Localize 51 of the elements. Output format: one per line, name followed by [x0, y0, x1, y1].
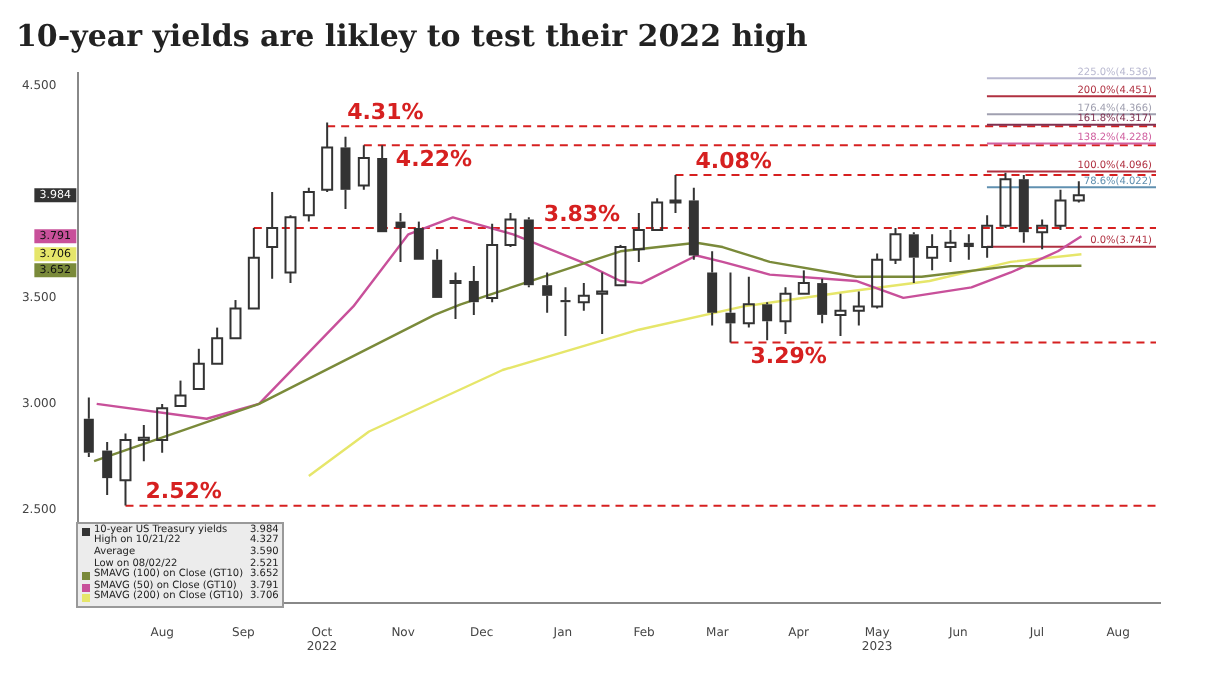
- candlestick: [119, 432, 132, 507]
- candlestick: [762, 301, 773, 342]
- ref-line-label: 4.31%: [347, 98, 424, 125]
- candlestick: [834, 292, 847, 338]
- candlestick: [192, 347, 205, 391]
- candlestick: [432, 248, 443, 298]
- candlestick: [395, 212, 406, 263]
- candlestick: [1018, 173, 1029, 244]
- candlestick: [651, 197, 664, 232]
- candlestick: [852, 290, 865, 327]
- ref-line-label: 4.08%: [695, 147, 772, 174]
- candlestick: [688, 186, 699, 261]
- ref-line-label: 3.83%: [543, 200, 621, 227]
- ref-line-label: 3.29%: [750, 343, 827, 370]
- candlestick: [596, 271, 609, 335]
- candlestick: [577, 282, 590, 312]
- candlestick: [669, 173, 682, 215]
- candlestick: [247, 226, 260, 310]
- candlestick: [725, 271, 736, 344]
- candlestick: [742, 275, 755, 329]
- candlestick: [486, 222, 499, 304]
- candlestick: [321, 121, 334, 193]
- candlestick: [871, 252, 884, 310]
- candlestick: [908, 231, 919, 285]
- candlestick: [449, 271, 462, 321]
- candlestick: [926, 233, 939, 272]
- candlestick: [1072, 180, 1085, 204]
- candlestick: [1036, 218, 1049, 251]
- candlestick: [707, 250, 718, 327]
- candlestick: [413, 220, 424, 260]
- candlestick: [779, 286, 792, 335]
- candlestick: [468, 265, 479, 316]
- candlestick: [377, 144, 388, 233]
- candlestick: [817, 277, 828, 325]
- candlestick: [137, 424, 150, 463]
- candlestick: [229, 299, 242, 340]
- candlestick: [83, 396, 94, 458]
- candlestick: [632, 212, 645, 263]
- candlestick: [340, 135, 351, 210]
- ref-line-label: 4.22%: [395, 146, 473, 172]
- candlestick: [981, 214, 994, 259]
- candlestick: [944, 229, 957, 263]
- candlestick: [523, 216, 534, 289]
- candlestick: [102, 441, 113, 497]
- ref-line-label: 2.52%: [145, 478, 222, 505]
- candlestick: [266, 190, 279, 280]
- candlestick: [542, 271, 553, 314]
- candlestick: [560, 286, 571, 338]
- candlestick: [963, 233, 974, 261]
- candlestick: [797, 269, 810, 295]
- chart-title: 10-year yields are likley to test their 2022 high: [16, 16, 810, 58]
